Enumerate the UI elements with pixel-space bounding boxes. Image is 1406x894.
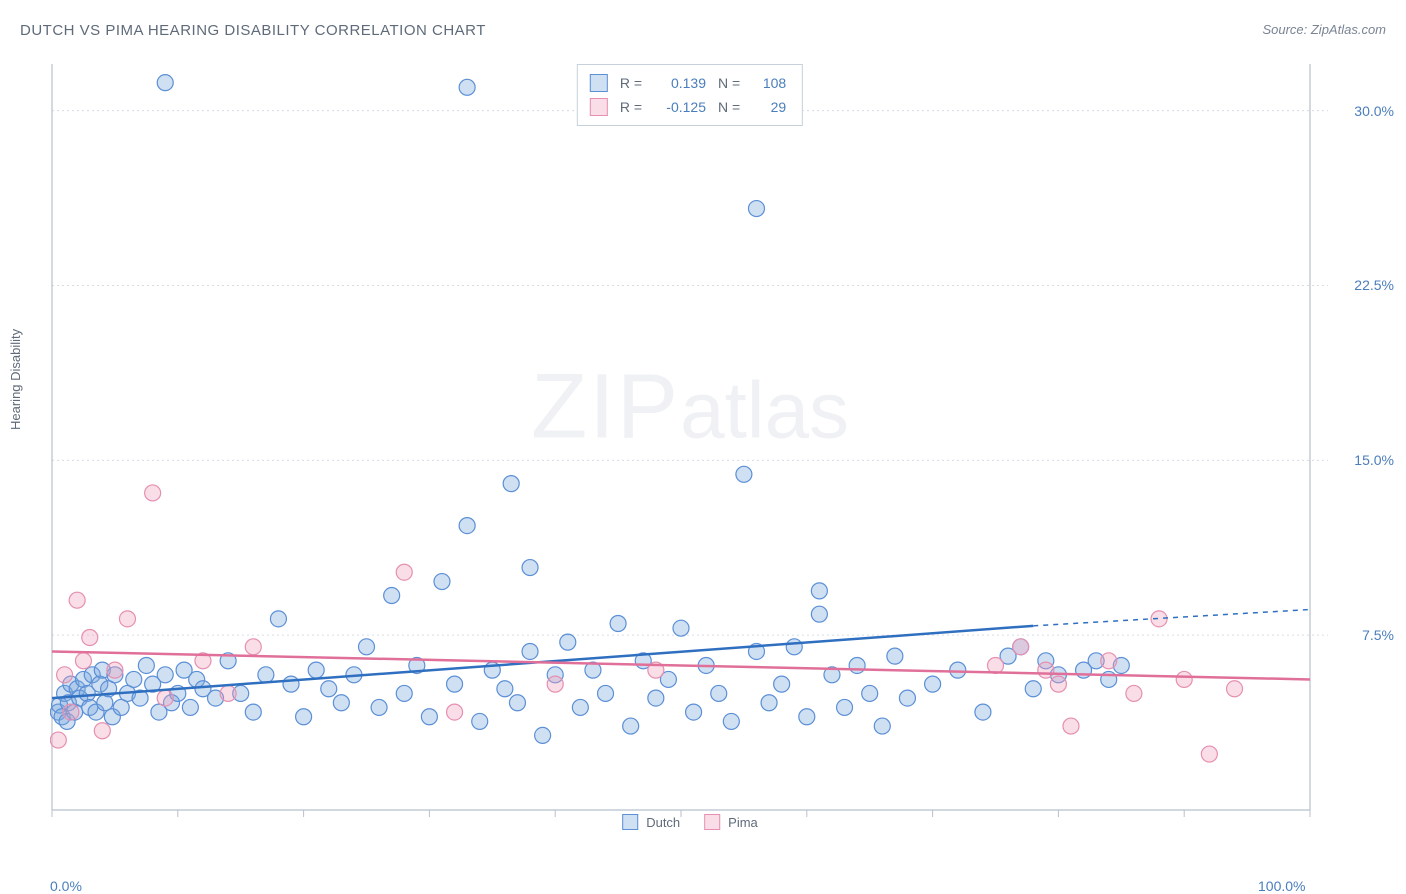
legend-row: R = 0.139 N = 108 xyxy=(590,71,786,95)
series-legend-label: Pima xyxy=(728,815,758,830)
correlation-legend: R = 0.139 N = 108 R = -0.125 N = 29 xyxy=(577,64,803,126)
series-legend-item: Pima xyxy=(704,814,758,830)
y-tick-label: 15.0% xyxy=(1354,452,1394,468)
legend-swatch-icon xyxy=(590,74,608,92)
chart-title: DUTCH VS PIMA HEARING DISABILITY CORRELA… xyxy=(20,22,486,39)
series-legend: Dutch Pima xyxy=(622,814,758,830)
legend-r-label: R = xyxy=(620,75,642,91)
legend-n-label: N = xyxy=(718,75,740,91)
legend-n-label: N = xyxy=(718,99,740,115)
y-tick-label: 22.5% xyxy=(1354,277,1394,293)
legend-swatch-icon xyxy=(590,98,608,116)
source-attribution: Source: ZipAtlas.com xyxy=(1262,22,1386,37)
series-legend-item: Dutch xyxy=(622,814,680,830)
series-legend-label: Dutch xyxy=(646,815,680,830)
legend-swatch-icon xyxy=(704,814,720,830)
y-tick-label: 30.0% xyxy=(1354,103,1394,119)
legend-swatch-icon xyxy=(622,814,638,830)
y-axis-label: Hearing Disability xyxy=(8,329,23,430)
chart-area: ZIPatlas R =0.139N =108R =-0.125N =29 Du… xyxy=(50,60,1330,830)
y-tick-label: 7.5% xyxy=(1362,627,1394,643)
legend-r-label: R = xyxy=(620,99,642,115)
legend-r-value: 0.139 xyxy=(654,75,706,91)
scatter-plot xyxy=(50,60,1330,830)
legend-n-value: 29 xyxy=(752,99,786,115)
legend-n-value: 108 xyxy=(752,75,786,91)
legend-row: R = -0.125 N = 29 xyxy=(590,95,786,119)
legend-r-value: -0.125 xyxy=(654,99,706,115)
